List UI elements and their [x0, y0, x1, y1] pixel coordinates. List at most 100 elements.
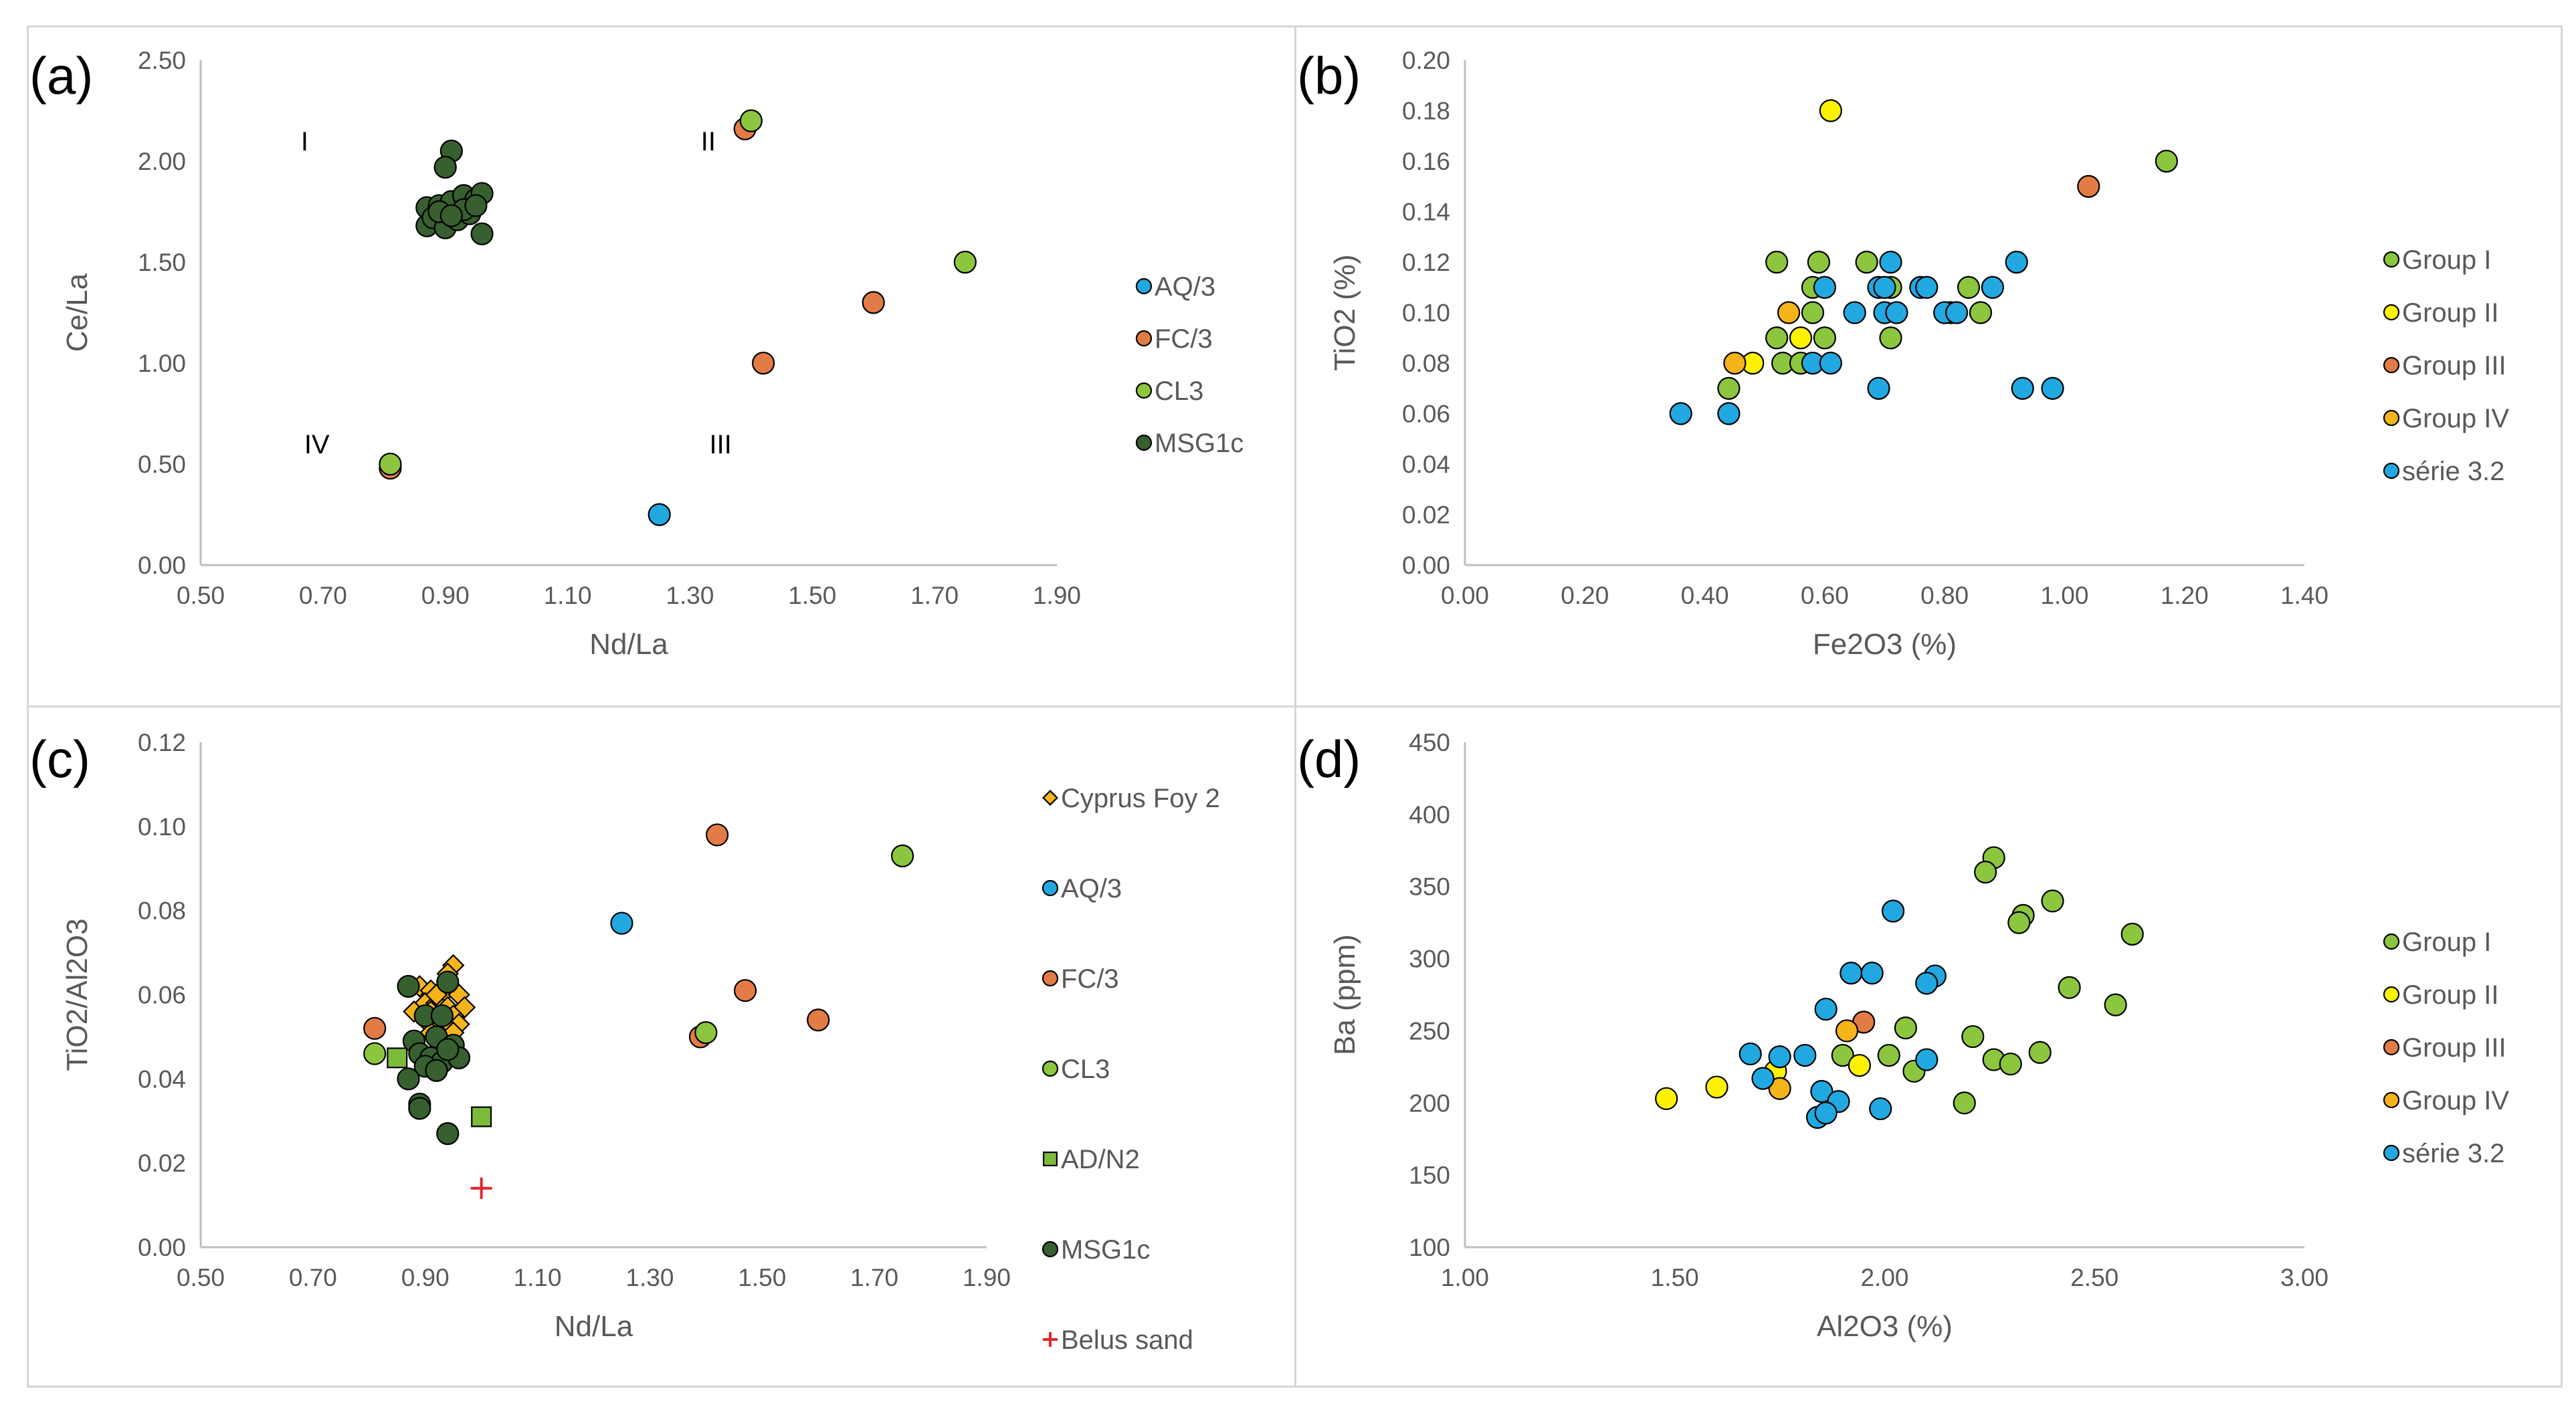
y-tick-label: 0.02	[138, 1150, 186, 1177]
x-tick-label: 2.00	[1860, 1264, 1908, 1291]
legend-marker	[2383, 251, 2400, 268]
data-point	[739, 109, 763, 132]
data-point	[1867, 376, 1890, 400]
data-point	[425, 1059, 448, 1082]
data-point	[1831, 1043, 1854, 1067]
legend-label: Group I	[2402, 245, 2491, 275]
legend-label: MSG1c	[1061, 1235, 1150, 1265]
data-point	[1723, 351, 1747, 375]
data-point	[1855, 250, 1878, 274]
data-point	[1957, 276, 1981, 299]
legend-marker	[1042, 1060, 1059, 1077]
y-tick-label: 0.00	[1402, 552, 1450, 579]
legend-label: Group I	[2402, 928, 2491, 957]
panel-b: (b) 0.00 0.20 0.40 0.60 0.80 1.00 1.20 1.40 0.00 0…	[1297, 46, 2509, 661]
x-tick-label: 1.00	[1441, 1264, 1489, 1291]
panel-a: (a) 0.50 0.70 0.90 1.10 1.30 1.50 1.70 1.90 0.00 0…	[29, 46, 1244, 661]
data-point	[1801, 301, 1825, 324]
y-tick-label: 1.00	[138, 350, 186, 377]
data-point	[2058, 976, 2081, 999]
x-tick-label: 1.10	[514, 1264, 562, 1291]
series-group-iii	[2077, 175, 2100, 198]
legend-label: Group II	[2402, 298, 2499, 328]
data-point	[1765, 326, 1789, 350]
data-point	[1915, 972, 1939, 995]
data-point	[1860, 962, 1884, 985]
data-point	[891, 844, 914, 867]
series-cl3	[363, 844, 914, 1065]
data-point	[1969, 301, 1993, 324]
x-tick-label: 1.40	[2280, 582, 2329, 609]
legend-marker	[1042, 1241, 1059, 1258]
legend-label: Group III	[2402, 1033, 2506, 1063]
data-point	[1765, 250, 1789, 274]
data-point	[1885, 301, 1908, 324]
legend-marker	[2383, 462, 2400, 479]
panel-c: (c) 0.50 0.70 0.90 1.10 1.30 1.50 1.70 1.90 0.00 0…	[29, 729, 1220, 1355]
data-point	[1981, 276, 2004, 299]
legend-label: Group IV	[2402, 404, 2509, 433]
data-point	[694, 1021, 718, 1045]
y-tick-label: 0.08	[1402, 350, 1450, 377]
x-tick-label: 1.50	[1651, 1264, 1699, 1291]
data-point	[1814, 997, 1838, 1021]
legend-marker	[2383, 933, 2400, 950]
region-label: II	[701, 127, 716, 156]
legend-label: série 3.2	[2402, 1139, 2504, 1168]
y-tick-label: 0.02	[1402, 502, 1450, 529]
legend-label: Group IV	[2402, 1086, 2509, 1115]
data-point	[2007, 911, 2031, 934]
data-point	[1999, 1052, 2022, 1076]
legend-label: AQ/3	[1155, 272, 1215, 302]
data-point	[363, 1042, 387, 1065]
data-point	[2011, 376, 2034, 400]
legend-marker	[2383, 409, 2400, 427]
y-tick-label: 100	[1409, 1234, 1450, 1261]
data-point	[706, 823, 729, 847]
data-point	[1717, 402, 1741, 425]
series-msg1c	[397, 970, 471, 1146]
y-tick-label: 150	[1409, 1162, 1450, 1189]
legend-label: CL3	[1155, 376, 1203, 406]
data-point	[433, 155, 457, 179]
panel-c-label: (c)	[29, 730, 90, 788]
y-tick-label: 200	[1409, 1089, 1450, 1117]
data-point	[436, 1122, 460, 1146]
data-point	[453, 996, 476, 1019]
x-tick-label: 1.10	[544, 582, 592, 609]
legend-marker	[1135, 434, 1153, 451]
data-point	[1810, 1079, 1834, 1103]
data-point	[1894, 1016, 1917, 1040]
data-point	[379, 452, 402, 476]
data-point	[1813, 326, 1836, 350]
data-point	[1807, 250, 1830, 274]
data-point	[1869, 1097, 1892, 1121]
legend-marker	[2383, 304, 2400, 321]
data-point	[470, 222, 494, 245]
legend-marker	[2383, 986, 2400, 1003]
series-belus-sand	[470, 1177, 492, 1199]
legend-label: Group II	[2402, 980, 2499, 1010]
legend-marker	[1042, 970, 1059, 987]
region-label: III	[709, 430, 731, 459]
data-point	[1717, 376, 1741, 400]
data-point	[1819, 99, 1842, 122]
x-tick-label: 1.30	[666, 582, 714, 609]
legend-label: MSG1c	[1155, 429, 1244, 458]
legend-label: AQ/3	[1061, 874, 1122, 903]
data-point	[471, 1106, 492, 1127]
legend-marker	[2383, 1144, 2400, 1162]
data-point	[397, 974, 420, 998]
x-tick-label: 1.90	[963, 1264, 1011, 1291]
y-tick-label: 0.12	[1402, 249, 1450, 276]
data-point	[1873, 276, 1896, 299]
data-point	[1953, 1091, 1976, 1115]
panel-d-label: (d)	[1297, 730, 1361, 788]
series-s-rie-3-2	[1739, 899, 1947, 1129]
x-tick-label: 0.50	[177, 582, 225, 609]
y-tick-label: 0.18	[1402, 98, 1450, 125]
legend-marker	[2383, 356, 2400, 374]
series-s-rie-3-2	[1669, 250, 2064, 425]
data-point	[2077, 175, 2100, 198]
x-tick-label: 1.00	[2040, 582, 2088, 609]
